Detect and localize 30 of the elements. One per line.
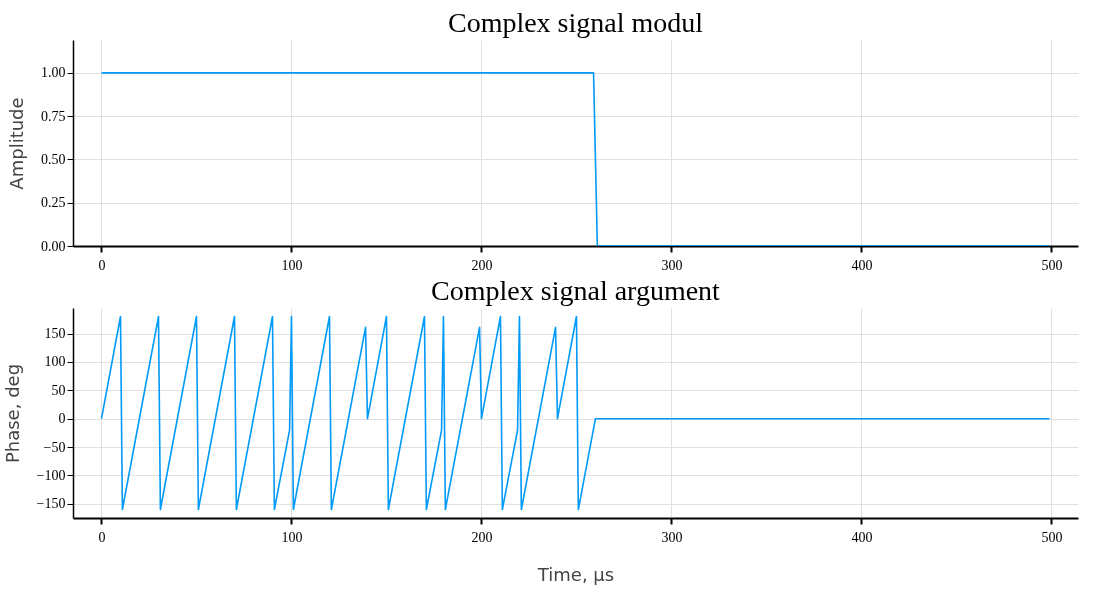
- x-tick-label: 500: [1041, 257, 1063, 273]
- x-tick-label: 200: [471, 257, 493, 273]
- y-tick-label: 150: [44, 326, 66, 342]
- y-tick-label: 50: [51, 382, 66, 398]
- x-tick-label: 300: [661, 257, 683, 273]
- y-tick-label: 0.50: [41, 151, 66, 167]
- x-tick-label: 0: [98, 529, 106, 545]
- x-tick-label: 0: [98, 257, 106, 273]
- x-tick-label: 400: [851, 529, 873, 545]
- y-tick-label: 0.25: [41, 195, 66, 211]
- line-series: [100, 315, 1051, 511]
- x-tick-label: 500: [1041, 529, 1063, 545]
- y-tick-label: 100: [44, 354, 66, 370]
- y-tick-label: 0.00: [41, 238, 66, 254]
- y-axis-title: Phase, deg: [1, 363, 23, 464]
- y-tick-label: 0.75: [41, 108, 66, 124]
- y-tick-label: −100: [36, 467, 66, 483]
- y-tick-label: −150: [36, 496, 66, 512]
- x-tick-label: 300: [661, 529, 683, 545]
- x-axis-title: Time, μs: [536, 563, 615, 585]
- x-tick-label: 400: [851, 257, 873, 273]
- y-tick-label: 1.00: [41, 65, 66, 81]
- y-tick-label: 0: [58, 411, 66, 427]
- x-tick-label: 100: [281, 257, 303, 273]
- chart-title: Complex signal argument: [431, 275, 721, 306]
- x-tick-label: 100: [281, 529, 303, 545]
- y-axis-title: Amplitude: [6, 97, 27, 190]
- chart-title: Complex signal modul: [447, 7, 704, 38]
- x-tick-label: 200: [471, 529, 493, 545]
- y-tick-label: −50: [43, 439, 66, 455]
